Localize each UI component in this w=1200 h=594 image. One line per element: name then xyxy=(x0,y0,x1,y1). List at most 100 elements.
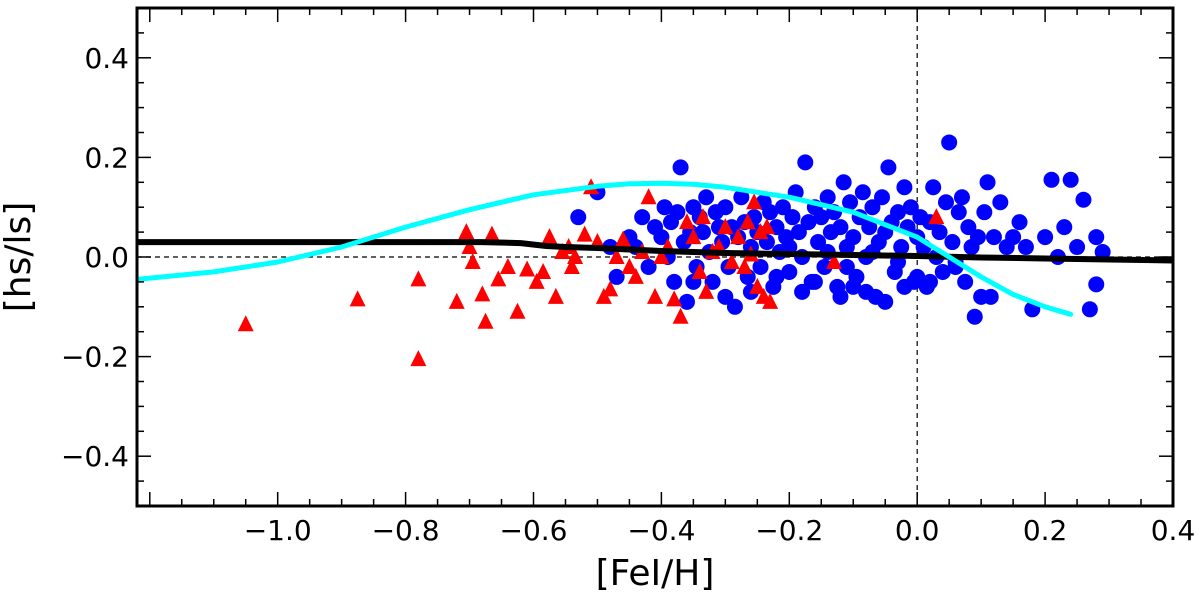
red-triangle-point xyxy=(694,208,711,225)
blue-circle-point xyxy=(896,278,913,295)
blue-circle-point xyxy=(666,273,683,290)
blue-circle-point xyxy=(774,199,791,216)
blue-circle-point xyxy=(893,239,910,256)
blue-circle-point xyxy=(669,204,686,221)
blue-circle-point xyxy=(931,224,948,241)
red-triangle-point xyxy=(928,208,945,225)
x-tick-label: −1.0 xyxy=(244,514,312,547)
blue-circle-point xyxy=(832,288,849,305)
blue-circle-point xyxy=(858,283,875,300)
blue-circle-point xyxy=(698,189,715,206)
cyan-model-curve xyxy=(137,180,1074,317)
red-triangle-point xyxy=(237,315,254,332)
blue-circle-point xyxy=(890,204,907,221)
red-triangle-point xyxy=(576,225,593,242)
blue-circle-point xyxy=(950,204,967,221)
blue-circle-point xyxy=(797,154,814,171)
red-triangle-point xyxy=(464,252,481,269)
blue-circle-point xyxy=(979,174,996,191)
blue-circle-point xyxy=(985,229,1002,246)
blue-circle-point xyxy=(806,273,823,290)
red-triangle-point xyxy=(640,188,657,205)
red-triangle-point xyxy=(685,228,702,245)
red-triangle-point xyxy=(541,228,558,245)
blue-circle-point xyxy=(874,189,891,206)
blue-circle-point xyxy=(934,263,951,280)
blue-circle-point xyxy=(982,288,999,305)
blue-circle-point xyxy=(790,224,807,241)
black-model-curve xyxy=(137,239,1173,264)
blue-circle-point xyxy=(966,308,983,325)
blue-circle-point xyxy=(810,234,827,251)
blue-circle-point xyxy=(842,194,859,211)
blue-circle-point xyxy=(608,268,625,285)
blue-circle-point xyxy=(653,229,670,246)
blue-circle-point xyxy=(1081,301,1098,318)
red-triangle-point xyxy=(736,257,753,274)
blue-circle-point xyxy=(992,194,1009,211)
x-tick-label: −0.6 xyxy=(499,514,567,547)
red-triangle-point xyxy=(410,350,427,367)
blue-circle-point xyxy=(570,209,587,226)
red-triangle-point xyxy=(410,270,427,287)
blue-circle-point xyxy=(784,209,801,226)
red-triangle-point xyxy=(723,252,740,269)
x-tick-label: 0.2 xyxy=(1023,514,1068,547)
red-triangle-point xyxy=(474,285,491,302)
blue-circle-point xyxy=(845,229,862,246)
red-triangle-point xyxy=(717,218,734,235)
red-triangle-point xyxy=(448,292,465,309)
y-tick-label: 0.4 xyxy=(84,42,129,75)
red-triangle-point xyxy=(477,312,494,329)
blue-circle-point xyxy=(1062,171,1079,188)
blue-circle-point xyxy=(838,258,855,275)
red-triangle-point xyxy=(627,267,644,284)
red-triangle-point xyxy=(519,260,536,277)
blue-circle-point xyxy=(937,194,954,211)
red-triangle-point xyxy=(483,225,500,242)
blue-circle-point xyxy=(902,199,919,216)
blue-circle-point xyxy=(819,189,836,206)
blue-circle-point xyxy=(816,258,833,275)
blue-circle-point xyxy=(1005,229,1022,246)
y-tick-label: −0.2 xyxy=(61,341,129,374)
plot-frame xyxy=(135,6,1175,508)
x-axis-label: [FeI/H] xyxy=(596,553,715,594)
blue-circle-point xyxy=(634,209,651,226)
red-triangle-point xyxy=(615,230,632,247)
red-triangle-point xyxy=(621,257,638,274)
red-triangle-point xyxy=(666,290,683,307)
blue-circle-point xyxy=(1075,191,1092,208)
blue-circle-point xyxy=(921,273,938,290)
blue-circle-point xyxy=(1037,229,1054,246)
x-tick-label: −0.8 xyxy=(372,514,440,547)
blue-circle-point xyxy=(717,288,734,305)
y-tick-label: −0.4 xyxy=(61,440,129,473)
blue-circle-point xyxy=(762,204,779,221)
x-tick-label: 0.0 xyxy=(895,514,940,547)
red-triangle-point xyxy=(547,287,564,304)
blue-circle-point xyxy=(800,214,817,231)
blue-circle-point xyxy=(925,179,942,196)
blue-circle-point xyxy=(861,219,878,236)
red-triangle-point xyxy=(499,257,516,274)
blue-circle-point xyxy=(1043,171,1060,188)
blue-circle-point xyxy=(845,278,862,295)
red-triangle-point xyxy=(762,292,779,309)
red-triangle-point xyxy=(739,213,756,230)
red-triangle-point xyxy=(528,272,545,289)
blue-circle-point xyxy=(678,293,695,310)
red-triangle-point xyxy=(563,257,580,274)
blue-circle-point xyxy=(1069,239,1086,256)
y-axis-label: [hs/ls] xyxy=(0,202,39,313)
red-triangle-point xyxy=(749,277,766,294)
red-triangle-point xyxy=(349,290,366,307)
blue-circle-point xyxy=(1056,219,1073,236)
y-tick-label: 0.0 xyxy=(84,241,129,274)
red-triangle-point xyxy=(698,282,715,299)
red-triangle-point xyxy=(746,193,763,210)
blue-circle-point xyxy=(794,283,811,300)
blue-circle-point xyxy=(969,229,986,246)
blue-circle-point xyxy=(1017,239,1034,256)
blue-circle-point xyxy=(1088,276,1105,293)
